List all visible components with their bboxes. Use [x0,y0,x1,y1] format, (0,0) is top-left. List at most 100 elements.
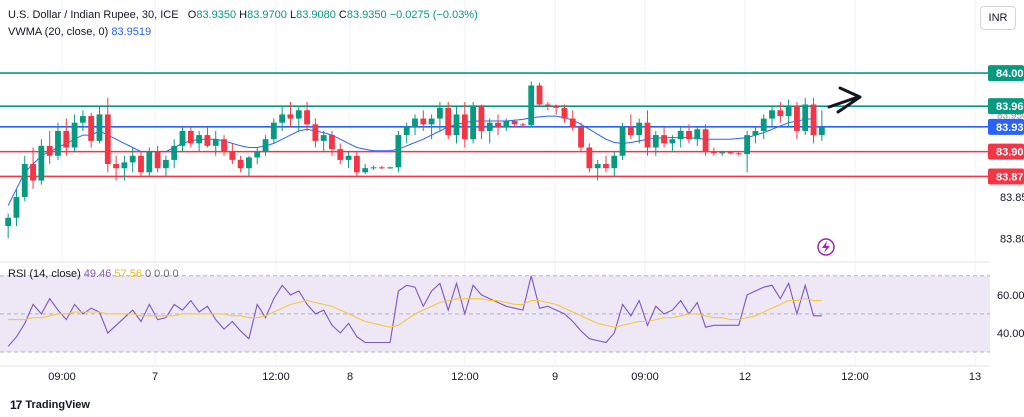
currency-button[interactable]: INR [980,6,1016,30]
candle-body [246,157,252,169]
candle [55,122,61,160]
candle-body [179,130,186,146]
candle-body [171,145,178,160]
candle [661,126,667,148]
candle-body [221,139,227,152]
candle [627,114,634,140]
candle [735,151,742,156]
x-tick-label: 12:00 [451,371,479,383]
candle [752,126,759,144]
candle-body [262,139,269,152]
candle-body [196,135,203,144]
candle-body [437,107,443,119]
candle [13,188,20,227]
high-value: 83.9700 [247,9,287,21]
candle-body [611,155,618,169]
candle [5,213,12,239]
candle-body [104,114,111,165]
candle [511,119,518,127]
candle [79,110,86,131]
candle-body [46,145,53,156]
candle-body [295,110,302,119]
x-tick-label: 09:00 [631,371,659,383]
candle [785,99,792,127]
candle-body [13,197,20,218]
candle [395,130,402,173]
candle [677,126,684,148]
candle [237,155,244,173]
candle [486,118,493,144]
candle-body [445,107,452,136]
candle-body [553,106,560,108]
price-tag-support [988,168,1024,185]
candle [146,147,153,177]
candle [129,147,136,173]
tradingview-brand[interactable]: 17 TradingView [10,398,90,412]
candle-body [794,106,800,131]
candle-body [420,118,427,125]
candle-body [113,164,119,169]
candle-body [212,139,219,146]
candle-body [744,135,751,155]
candle-body [569,118,576,127]
candle-body [586,147,593,169]
candle [794,102,800,140]
candle-body [453,114,460,136]
price-tag-label: 84.000 [996,68,1024,80]
candle [46,130,53,165]
rsi-value: 49.46 [83,268,112,280]
change-value: −0.0275 (−0.03%) [389,9,478,21]
candle-body [96,114,103,141]
candle [744,130,751,173]
bolt-icon[interactable] [817,238,835,256]
rsi-extra-values: 0 0 0 0 [145,268,179,280]
candle [478,104,485,140]
price-scale-label-faint: 83.950 [997,110,1024,121]
price-tag-support [988,143,1024,160]
candle [63,118,70,156]
candle-body [312,124,319,141]
candle [270,118,277,144]
candle [71,114,78,152]
rsi-legend: RSI (14, close) 49.46 57.56 0 0 0 0 [8,268,179,280]
candle-body [511,121,518,125]
candle [428,114,435,140]
candle [636,118,643,144]
candle [229,143,236,165]
close-value: 83.9350 [346,9,387,21]
candle-body [337,149,344,160]
candle-body [818,126,825,136]
candle [652,130,659,156]
candle-body [702,129,709,152]
candle-body [619,126,626,156]
candle-body [727,152,734,154]
candle-body [661,135,667,144]
candle [21,155,28,202]
candle-body [412,118,418,127]
candle-body [520,124,526,126]
candle [528,81,535,127]
candle-body [544,104,551,107]
candle-body [163,159,169,169]
candle [437,102,443,131]
candle [187,126,194,148]
candle [312,118,319,148]
rsi-y-tick-label: 60.00 [997,290,1024,302]
candle-body [603,164,609,169]
candle-body [55,130,61,156]
candle [719,150,726,156]
candle-body [378,167,385,169]
rsi-ma-value: 57.56 [114,268,142,280]
candle [113,155,119,181]
candle [104,97,111,173]
candle [669,135,676,152]
candle-body [777,110,784,117]
candle [138,151,144,177]
vwma-path [7,115,814,206]
low-label: L [289,9,297,21]
x-tick-label: 9 [552,371,558,383]
candle [578,122,584,152]
price-tag-resistance [988,98,1024,115]
candle [320,130,327,152]
